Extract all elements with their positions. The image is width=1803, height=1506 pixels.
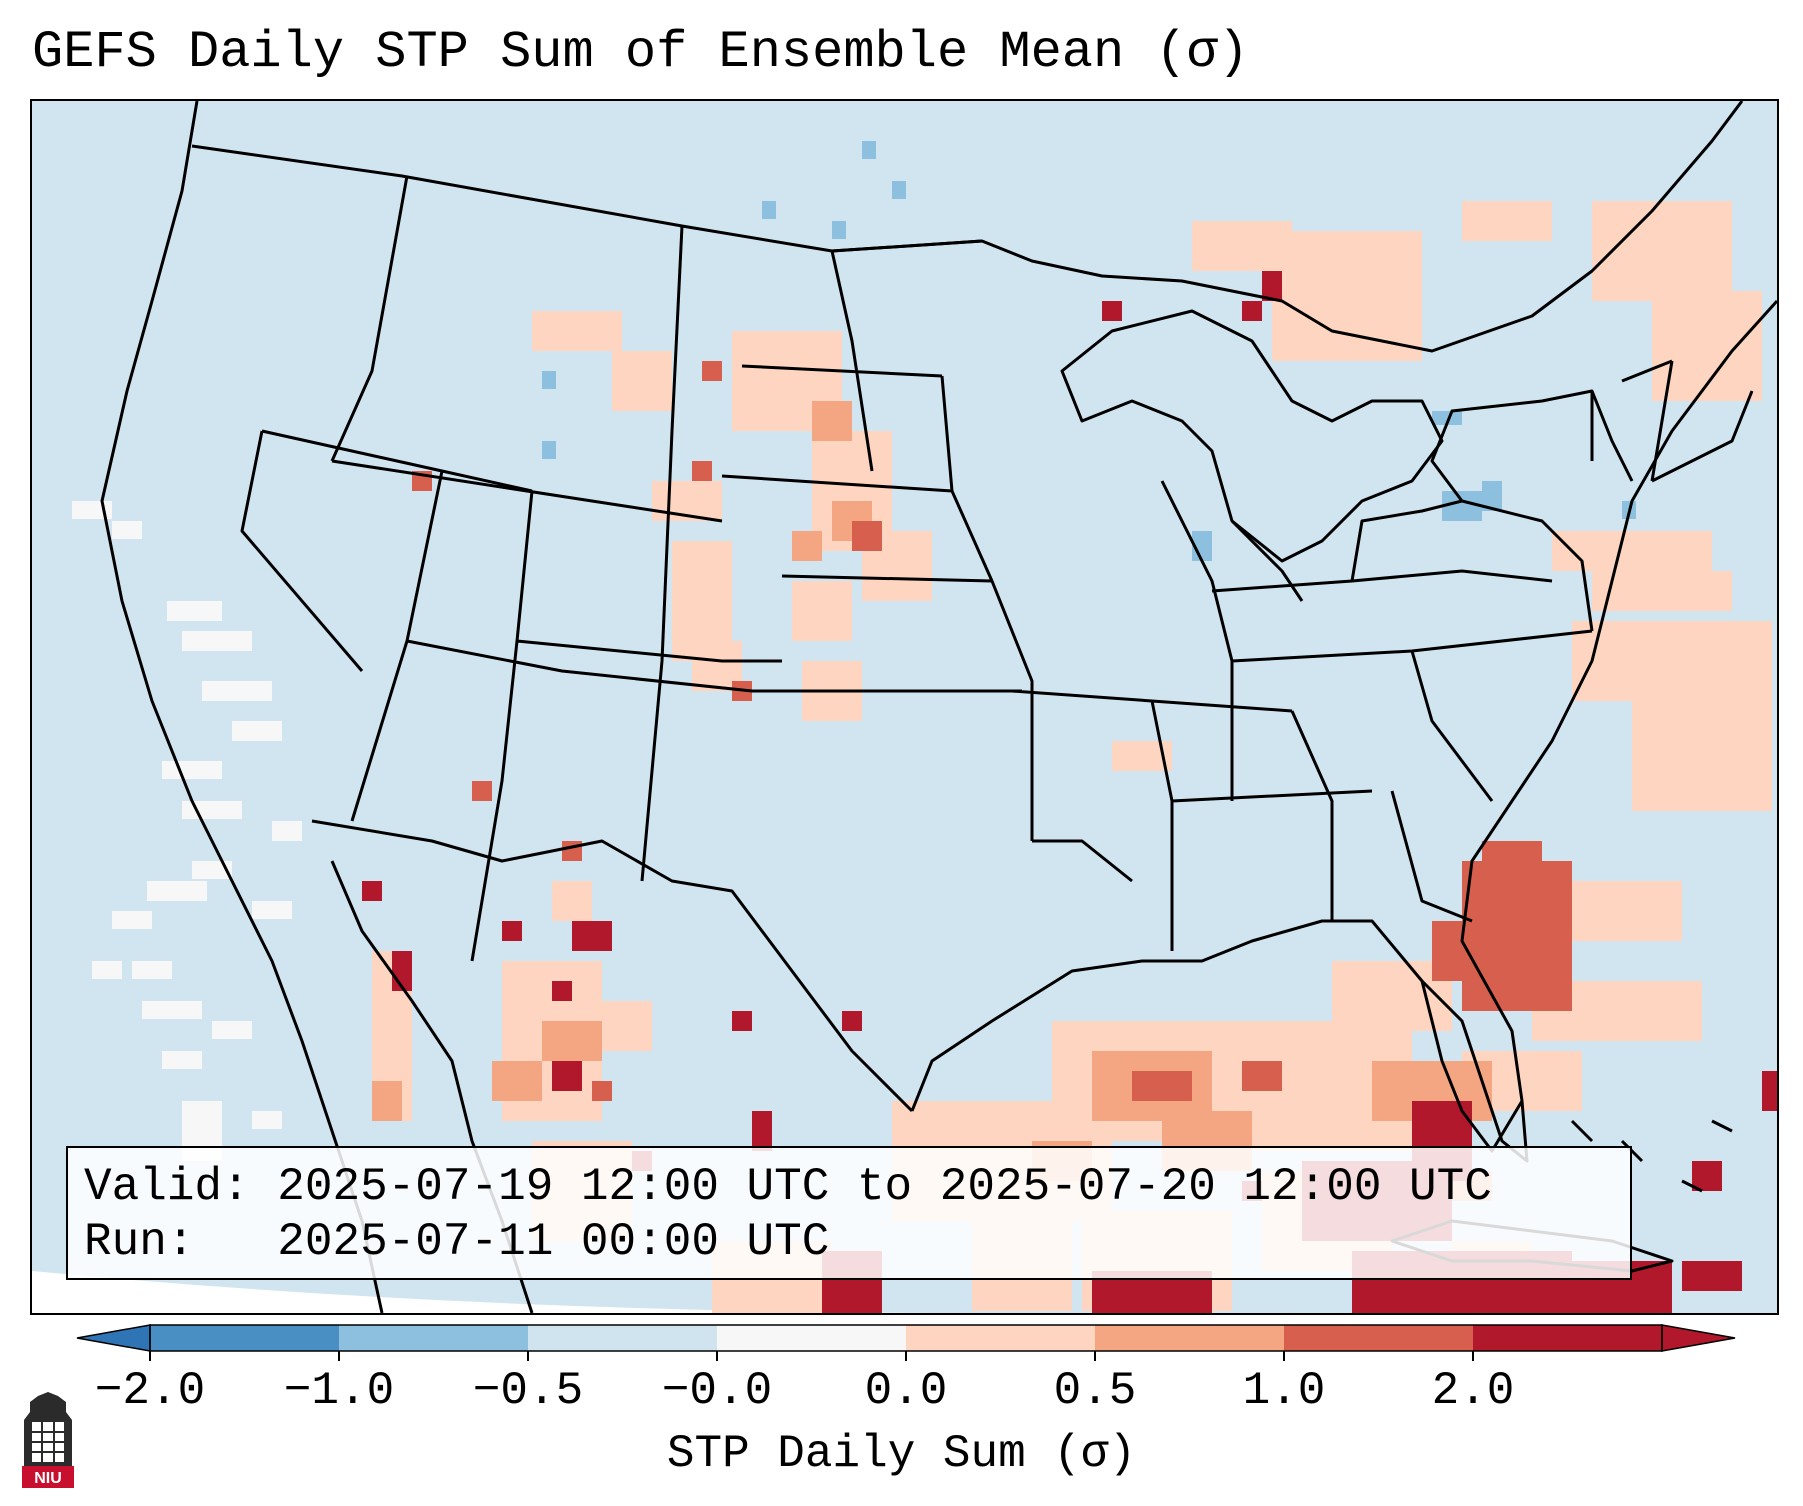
colorbar-segment <box>1473 1325 1663 1351</box>
bahamas-islands <box>1570 1119 1733 1193</box>
colorbar-tick-label: 0.5 <box>1053 1365 1137 1417</box>
colorbar-ticks <box>149 1351 1474 1361</box>
white-outside-domain <box>32 1271 932 1313</box>
colorbar-tick-label: −0.0 <box>661 1365 773 1417</box>
map-canvas <box>32 101 1777 1313</box>
great-lakes-outline <box>1060 309 1444 563</box>
colorbar-segment <box>906 1325 1096 1351</box>
colorbar-segment <box>339 1325 529 1351</box>
logo-text: NIU <box>34 1470 62 1487</box>
us-west-coast <box>100 101 384 1313</box>
university-tower-icon: NIU <box>22 1392 74 1488</box>
stp-map <box>30 99 1779 1315</box>
colorbar-tick-label: 2.0 <box>1431 1365 1515 1417</box>
colorbar-tick-label: 0.0 <box>864 1365 948 1417</box>
colorbar-segment <box>150 1325 340 1351</box>
valid-time-range: 2025-07-19 12:00 UTC to 2025-07-20 12:00… <box>277 1161 1492 1213</box>
colorbar-tick-label: −0.5 <box>472 1365 584 1417</box>
valid-label: Valid: <box>84 1161 250 1213</box>
colorbar-title: STP Daily Sum (σ) <box>666 1428 1137 1480</box>
colorbar-tick-label: 1.0 <box>1242 1365 1326 1417</box>
colorbar-segment <box>717 1325 907 1351</box>
colorbar-segment <box>1095 1325 1285 1351</box>
colorbar-tick-label: −2.0 <box>94 1365 206 1417</box>
run-time: 2025-07-11 00:00 UTC <box>277 1216 830 1268</box>
run-label: Run: <box>84 1216 195 1268</box>
state-lines-rockies <box>240 175 1012 962</box>
stp-cells-negative <box>542 141 1636 561</box>
colorbar-segment <box>528 1325 718 1351</box>
colorbar-extend-high <box>1661 1324 1736 1352</box>
colorbar <box>76 1324 1736 1361</box>
state-lines-east <box>1211 359 1754 923</box>
colorbar-extend-low <box>76 1324 151 1352</box>
stp-cells-strong <box>412 361 1572 1101</box>
map-title: GEFS Daily STP Sum of Ensemble Mean (σ) <box>32 23 1249 82</box>
valid-run-info-box: Valid: 2025-07-19 12:00 UTC to 2025-07-2… <box>66 1146 1632 1280</box>
colorbar-tick-label: −1.0 <box>283 1365 395 1417</box>
mexico-us-border <box>311 819 914 1113</box>
colorbar-segment <box>1284 1325 1474 1351</box>
canada-us-border <box>191 101 1744 353</box>
state-lines-plains <box>721 239 1373 951</box>
colorbar-segments <box>150 1325 1663 1351</box>
